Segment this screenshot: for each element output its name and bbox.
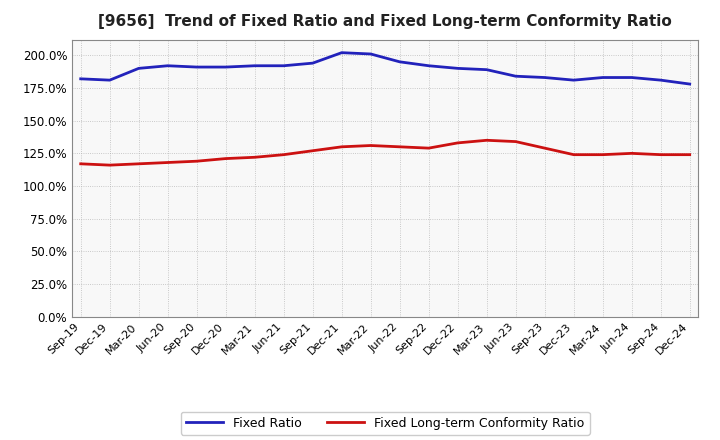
Line: Fixed Long-term Conformity Ratio: Fixed Long-term Conformity Ratio: [81, 140, 690, 165]
Fixed Long-term Conformity Ratio: [192, 158, 201, 164]
Fixed Long-term Conformity Ratio: [685, 152, 694, 158]
Fixed Ratio: [251, 63, 259, 68]
Fixed Ratio: [627, 75, 636, 80]
Fixed Ratio: [570, 77, 578, 83]
Fixed Long-term Conformity Ratio: [251, 154, 259, 160]
Fixed Ratio: [279, 63, 288, 68]
Fixed Long-term Conformity Ratio: [395, 144, 404, 150]
Fixed Long-term Conformity Ratio: [657, 152, 665, 158]
Fixed Ratio: [657, 77, 665, 83]
Fixed Long-term Conformity Ratio: [454, 140, 462, 146]
Fixed Long-term Conformity Ratio: [511, 139, 520, 144]
Fixed Long-term Conformity Ratio: [366, 143, 375, 148]
Fixed Long-term Conformity Ratio: [308, 148, 317, 154]
Fixed Ratio: [76, 76, 85, 81]
Fixed Long-term Conformity Ratio: [105, 162, 114, 168]
Legend: Fixed Ratio, Fixed Long-term Conformity Ratio: Fixed Ratio, Fixed Long-term Conformity …: [181, 412, 590, 435]
Title: [9656]  Trend of Fixed Ratio and Fixed Long-term Conformity Ratio: [9656] Trend of Fixed Ratio and Fixed Lo…: [99, 14, 672, 29]
Fixed Ratio: [221, 64, 230, 70]
Fixed Ratio: [366, 51, 375, 57]
Fixed Long-term Conformity Ratio: [541, 146, 549, 151]
Fixed Long-term Conformity Ratio: [570, 152, 578, 158]
Fixed Long-term Conformity Ratio: [598, 152, 607, 158]
Fixed Ratio: [598, 75, 607, 80]
Fixed Long-term Conformity Ratio: [627, 151, 636, 156]
Fixed Ratio: [105, 77, 114, 83]
Fixed Ratio: [511, 73, 520, 79]
Fixed Long-term Conformity Ratio: [76, 161, 85, 166]
Fixed Ratio: [685, 81, 694, 87]
Fixed Long-term Conformity Ratio: [135, 161, 143, 166]
Fixed Long-term Conformity Ratio: [221, 156, 230, 161]
Fixed Ratio: [308, 60, 317, 66]
Fixed Long-term Conformity Ratio: [338, 144, 346, 150]
Fixed Ratio: [135, 66, 143, 71]
Fixed Long-term Conformity Ratio: [279, 152, 288, 158]
Fixed Ratio: [192, 64, 201, 70]
Fixed Ratio: [395, 59, 404, 65]
Fixed Ratio: [163, 63, 172, 68]
Line: Fixed Ratio: Fixed Ratio: [81, 53, 690, 84]
Fixed Ratio: [338, 50, 346, 55]
Fixed Long-term Conformity Ratio: [424, 146, 433, 151]
Fixed Ratio: [541, 75, 549, 80]
Fixed Ratio: [424, 63, 433, 68]
Fixed Long-term Conformity Ratio: [482, 138, 491, 143]
Fixed Ratio: [482, 67, 491, 72]
Fixed Long-term Conformity Ratio: [163, 160, 172, 165]
Fixed Ratio: [454, 66, 462, 71]
